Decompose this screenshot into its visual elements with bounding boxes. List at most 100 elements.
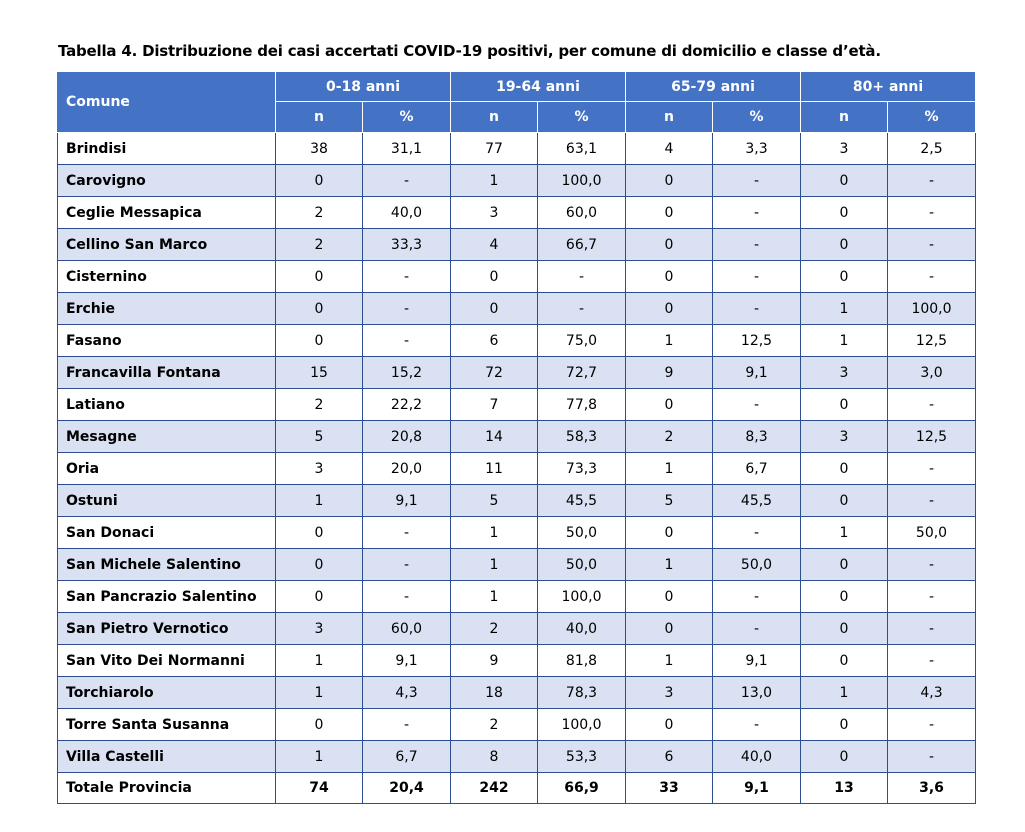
table-row: San Pietro Vernotico 3 60,0 2 40,0 0-0- — [57, 612, 976, 645]
count-cell: 2 — [275, 196, 363, 229]
comune-name: Francavilla Fontana — [57, 356, 276, 389]
count-cell: 3 — [800, 420, 888, 453]
percent-cell: 3,3 — [712, 132, 801, 165]
count-cell: 1 — [625, 452, 713, 485]
header-group: 80+ anni — [800, 71, 976, 102]
count-cell: 9 — [450, 644, 538, 677]
table-row: Latiano 2 22,2 7 77,8 0-0- — [57, 388, 976, 421]
count-cell: 0 — [625, 580, 713, 613]
percent-cell: 60,0 — [362, 612, 451, 645]
count-cell: 0 — [800, 452, 888, 485]
percent-cell: 15,2 — [362, 356, 451, 389]
table-row: Fasano 0-6 75,0 1 12,5 1 12,5 — [57, 324, 976, 357]
table-row: Cellino San Marco 2 33,3 4 66,7 0-0- — [57, 228, 976, 261]
count-cell: 0 — [800, 164, 888, 197]
comune-name: San Donaci — [57, 516, 276, 549]
comune-name: Brindisi — [57, 132, 276, 165]
percent-cell: - — [887, 484, 976, 517]
percent-cell: 12,5 — [712, 324, 801, 357]
count-cell: 3 — [800, 132, 888, 165]
count-cell: 1 — [450, 548, 538, 581]
header-sub: n — [450, 101, 538, 133]
percent-cell: 40,0 — [362, 196, 451, 229]
count-cell: 0 — [800, 548, 888, 581]
table-row: San Pancrazio Salentino 0-1 100,0 0-0- — [57, 580, 976, 613]
percent-cell: - — [362, 292, 451, 325]
count-cell: 4 — [450, 228, 538, 261]
percent-cell: 31,1 — [362, 132, 451, 165]
percent-cell: 75,0 — [537, 324, 626, 357]
count-cell: 8 — [450, 740, 538, 773]
count-cell: 2 — [275, 388, 363, 421]
count-cell: 0 — [275, 708, 363, 741]
header-group: 65-79 anni — [625, 71, 801, 102]
percent-cell: - — [887, 164, 976, 197]
percent-cell: - — [362, 580, 451, 613]
count-cell: 5 — [450, 484, 538, 517]
percent-cell: 77,8 — [537, 388, 626, 421]
count-cell: 0 — [625, 164, 713, 197]
table-row: San Donaci 0-1 50,0 0-1 50,0 — [57, 516, 976, 549]
header-group: 19-64 anni — [450, 71, 626, 102]
count-cell: 0 — [625, 708, 713, 741]
comune-name: San Pietro Vernotico — [57, 612, 276, 645]
percent-cell: - — [712, 196, 801, 229]
count-cell: 1 — [450, 516, 538, 549]
percent-cell: 78,3 — [537, 676, 626, 709]
count-cell: 2 — [450, 612, 538, 645]
count-cell: 0 — [625, 228, 713, 261]
count-cell: 0 — [450, 260, 538, 293]
table-row: Oria 3 20,0 11 73,3 1 6,7 0- — [57, 452, 976, 485]
percent-cell: 100,0 — [537, 708, 626, 741]
count-cell: 6 — [625, 740, 713, 773]
comune-name: Oria — [57, 452, 276, 485]
percent-cell: 53,3 — [537, 740, 626, 773]
table-row: Francavilla Fontana 15 15,2 72 72,7 9 9,1 3 3,0 — [57, 356, 976, 389]
table-row: Erchie 0-0-0-1 100,0 — [57, 292, 976, 325]
table-row: Villa Castelli 1 6,7 8 53,3 6 40,0 0- — [57, 740, 976, 773]
percent-cell: 50,0 — [537, 548, 626, 581]
count-cell: 0 — [275, 164, 363, 197]
table-total-row: Totale Provincia 74 20,4 242 66,9 33 9,1 13 3,6 — [57, 772, 976, 804]
percent-cell: - — [887, 580, 976, 613]
table-row: Carovigno 0-1 100,0 0-0- — [57, 164, 976, 197]
percent-cell: - — [887, 196, 976, 229]
count-cell: 2 — [275, 228, 363, 261]
count-cell: 77 — [450, 132, 538, 165]
percent-cell: 72,7 — [537, 356, 626, 389]
header-sub: % — [887, 101, 976, 133]
percent-cell: - — [712, 580, 801, 613]
count-cell: 0 — [625, 292, 713, 325]
header-sub: % — [362, 101, 451, 133]
comune-name: Erchie — [57, 292, 276, 325]
count-cell: 0 — [800, 260, 888, 293]
count-cell: 0 — [275, 324, 363, 357]
percent-cell: 12,5 — [887, 420, 976, 453]
comune-name: Latiano — [57, 388, 276, 421]
count-cell: 6 — [450, 324, 538, 357]
count-cell: 1 — [275, 740, 363, 773]
comune-name: Ceglie Messapica — [57, 196, 276, 229]
table-caption: Tabella 4. Distribuzione dei casi accert… — [58, 42, 881, 60]
count-cell: 3 — [800, 356, 888, 389]
count-cell: 0 — [800, 612, 888, 645]
count-cell: 3 — [275, 612, 363, 645]
percent-cell: 6,7 — [362, 740, 451, 773]
percent-cell: - — [362, 260, 451, 293]
count-cell: 74 — [275, 772, 363, 804]
comune-name: Totale Provincia — [57, 772, 276, 804]
count-cell: 0 — [800, 740, 888, 773]
percent-cell: - — [712, 708, 801, 741]
count-cell: 1 — [800, 292, 888, 325]
percent-cell: 50,0 — [887, 516, 976, 549]
count-cell: 1 — [450, 164, 538, 197]
percent-cell: 20,0 — [362, 452, 451, 485]
count-cell: 0 — [275, 260, 363, 293]
count-cell: 0 — [625, 260, 713, 293]
comune-name: Villa Castelli — [57, 740, 276, 773]
comune-name: Ostuni — [57, 484, 276, 517]
percent-cell: 50,0 — [712, 548, 801, 581]
percent-cell: - — [887, 388, 976, 421]
comune-name: Torchiarolo — [57, 676, 276, 709]
percent-cell: 58,3 — [537, 420, 626, 453]
